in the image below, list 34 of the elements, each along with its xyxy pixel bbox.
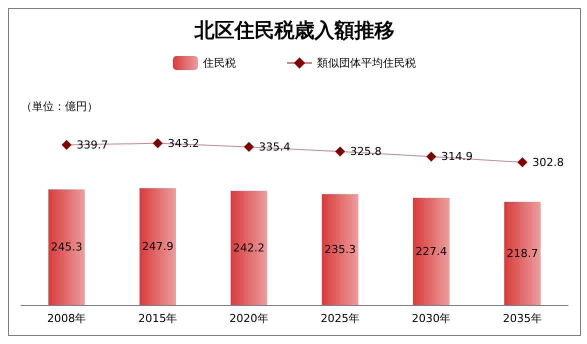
x-tick-label: 2020年 — [229, 312, 268, 325]
data-label: 335.4 — [258, 140, 290, 154]
data-label: 325.8 — [350, 144, 382, 158]
data-label: 314.9 — [441, 150, 473, 164]
point — [335, 146, 346, 156]
data-label: 218.7 — [506, 246, 538, 260]
legend-label: 類似団体平均住民税 — [317, 56, 416, 70]
bar — [230, 190, 268, 305]
x-tick-label: 2015年 — [138, 312, 178, 325]
bar — [48, 189, 85, 305]
bar — [413, 198, 450, 305]
point — [517, 157, 528, 168]
data-label: 245.3 — [50, 240, 82, 254]
point — [426, 152, 436, 162]
data-label: 339.7 — [76, 138, 108, 152]
data-label: 227.4 — [416, 244, 447, 258]
point — [244, 142, 254, 152]
data-label: 242.2 — [233, 241, 265, 254]
bar — [322, 194, 358, 305]
text: （単位：億円） — [21, 100, 98, 113]
x-tick-label: 2008年 — [47, 312, 86, 325]
data-label: 235.3 — [324, 243, 356, 256]
x-tick-label: 2030年 — [412, 312, 451, 325]
data-label: 247.9 — [142, 240, 174, 254]
bar — [504, 202, 541, 305]
bar — [140, 188, 176, 305]
legend-label: 住民税 — [203, 56, 236, 70]
point — [62, 140, 72, 150]
data-label: 302.8 — [532, 156, 564, 169]
chart-title: 北区住民税歳入額推移 — [194, 18, 394, 42]
point — [152, 138, 163, 148]
data-label: 343.2 — [168, 136, 200, 150]
x-tick-label: 2025年 — [320, 312, 360, 325]
x-tick-label: 2035年 — [502, 312, 542, 325]
